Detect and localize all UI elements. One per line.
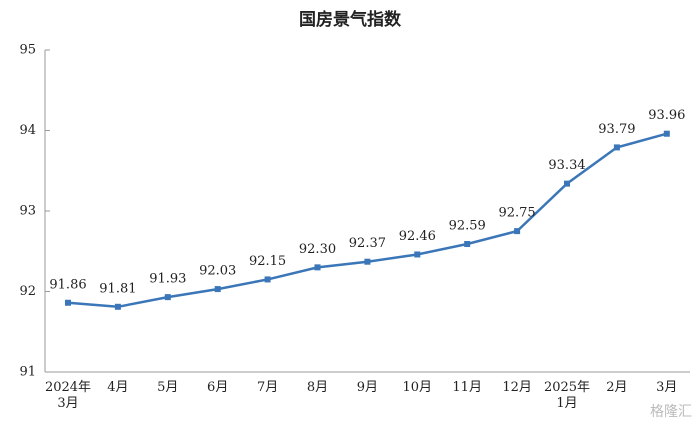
x-tick-label: 8月 bbox=[306, 380, 329, 395]
marker bbox=[264, 276, 271, 283]
data-label: 92.59 bbox=[449, 219, 486, 234]
marker bbox=[514, 228, 521, 235]
data-label: 92.46 bbox=[399, 229, 436, 244]
data-label: 93.79 bbox=[598, 122, 635, 137]
marker bbox=[364, 258, 371, 265]
marker bbox=[65, 299, 71, 306]
data-label: 91.93 bbox=[149, 272, 186, 287]
data-label: 91.81 bbox=[99, 281, 136, 296]
y-tick-label: 94 bbox=[19, 123, 36, 138]
data-label: 92.03 bbox=[199, 264, 236, 279]
data-label: 93.34 bbox=[548, 158, 585, 173]
marker bbox=[164, 294, 171, 301]
x-tick-label: 7月 bbox=[256, 380, 279, 395]
y-tick-label: 91 bbox=[19, 365, 36, 380]
data-label: 91.86 bbox=[49, 277, 86, 292]
marker bbox=[414, 251, 421, 258]
chart-title: 国房景气指数 bbox=[299, 9, 402, 30]
x-tick-label: 5月 bbox=[157, 380, 179, 395]
marker bbox=[214, 286, 221, 293]
y-tick-label: 95 bbox=[19, 43, 36, 58]
x-tick-label: 2025年 1月 bbox=[543, 380, 591, 411]
x-tick-label: 10月 bbox=[402, 380, 433, 395]
x-tick-label: 3月 bbox=[656, 380, 678, 395]
x-tick-label: 12月 bbox=[502, 380, 532, 395]
marker bbox=[613, 144, 620, 151]
y-tick-label: 92 bbox=[19, 284, 36, 299]
data-label: 92.75 bbox=[498, 206, 535, 221]
marker bbox=[564, 180, 570, 187]
marker bbox=[464, 241, 471, 248]
x-tick-label: 11月 bbox=[452, 380, 482, 395]
y-tick-label: 93 bbox=[19, 204, 36, 219]
x-tick-label: 6月 bbox=[207, 380, 229, 395]
marker bbox=[314, 264, 321, 271]
watermark: 格隆汇 bbox=[650, 404, 692, 420]
data-label: 92.37 bbox=[349, 236, 386, 251]
marker bbox=[663, 130, 670, 137]
data-label: 92.15 bbox=[249, 254, 286, 269]
data-label: 93.96 bbox=[648, 108, 685, 123]
marker bbox=[114, 303, 121, 310]
x-tick-label: 4月 bbox=[107, 380, 129, 395]
data-label: 92.30 bbox=[299, 242, 336, 257]
x-tick-label: 2024年 3月 bbox=[44, 380, 92, 411]
x-tick-label: 2月 bbox=[606, 380, 628, 395]
x-tick-label: 9月 bbox=[356, 380, 379, 395]
